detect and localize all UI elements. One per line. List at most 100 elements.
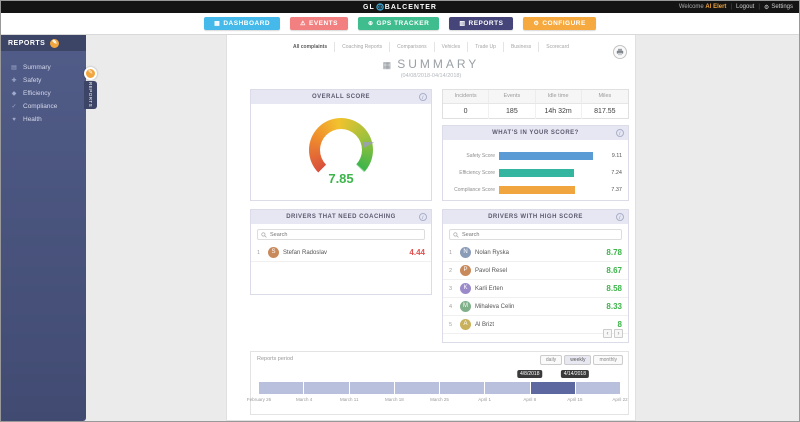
timeline-segment[interactable] <box>575 382 620 394</box>
pagination: ‹ › <box>603 329 623 338</box>
stat-value: 185 <box>489 104 536 119</box>
sidebar-item-compliance[interactable]: ✓ Compliance <box>1 100 86 113</box>
pencil-icon[interactable]: ✎ <box>50 38 60 48</box>
sidebar-item-efficiency[interactable]: ◆ Efficiency <box>1 87 86 100</box>
driver-row[interactable]: 3 K Karli Erten 8.58 <box>443 280 628 298</box>
settings-link[interactable]: ⚙ Settings <box>763 4 793 11</box>
driver-name: Karli Erten <box>475 285 504 292</box>
stat-header: Events <box>489 90 536 104</box>
info-icon[interactable]: i <box>616 129 624 137</box>
score-bar-value: 7.24 <box>611 169 622 176</box>
brand-text-right: BALCENTER <box>384 3 437 11</box>
info-icon[interactable]: i <box>419 93 427 101</box>
avatar: S <box>268 247 279 258</box>
tab-scorecard[interactable]: Scorecard <box>538 42 576 52</box>
driver-name: Mihaleva Celin <box>475 303 515 310</box>
timeline-tick: March 4 <box>295 397 313 402</box>
sidebar-items: ▤ Summary ✚ Safety ◆ Efficiency ✓ Compliance ♥ He… <box>1 61 86 126</box>
print-button[interactable] <box>613 45 627 59</box>
panel-header: DRIVERS THAT NEED COACHING i <box>251 210 431 224</box>
avatar: A <box>460 319 471 330</box>
search-icon <box>261 231 267 238</box>
coaching-search-input[interactable] <box>270 231 421 238</box>
reports-sidebar: REPORTS ✎ ▤ Summary ✚ Safety ◆ Efficiency ✓ Com… <box>1 35 86 421</box>
info-icon[interactable]: i <box>616 213 624 221</box>
range-button-daily[interactable]: daily <box>539 355 563 365</box>
score-bar-label: Efficiency Score <box>459 169 495 176</box>
pencil-badge-icon[interactable]: ✎ <box>84 67 97 80</box>
driver-row[interactable]: 2 P Pavol Resel 8.67 <box>443 262 628 280</box>
nav-button-configure[interactable]: ⚙ CONFIGURE <box>523 17 596 30</box>
timeline-tick: April 1 <box>478 397 492 402</box>
high-score-search-input[interactable] <box>462 231 618 238</box>
timeline-segment[interactable] <box>304 382 350 394</box>
brand-logo[interactable]: GL BALCENTER <box>363 1 437 13</box>
gauge-hole <box>320 129 362 171</box>
driver-row[interactable]: 1 N Nolan Ryska 8.78 <box>443 244 628 262</box>
timeline-segment[interactable] <box>349 382 395 394</box>
driver-score: 4.44 <box>409 248 425 257</box>
score-bar-value: 7.37 <box>611 186 622 193</box>
nav-button-label: DASHBOARD <box>223 20 271 27</box>
search-icon <box>453 231 459 238</box>
score-bar-row: Safety Score 9.11 <box>449 147 622 164</box>
avatar: N <box>460 247 471 258</box>
globe-icon <box>376 3 384 11</box>
divider: | <box>730 4 732 10</box>
sidebar-item-health[interactable]: ♥ Health <box>1 113 86 126</box>
prev-page-button[interactable]: ‹ <box>603 329 612 338</box>
events-icon: ⚠ <box>300 21 306 27</box>
overall-score-value: 7.85 <box>328 171 354 186</box>
driver-rank: 2 <box>449 267 453 274</box>
tab-trade-up[interactable]: Trade Up <box>467 42 503 52</box>
timeline-tick: April 22 <box>612 397 628 402</box>
driver-name: Nolan Ryska <box>475 249 510 256</box>
driver-row[interactable]: 5 A Al Brizt 8 <box>443 316 628 334</box>
gps-tracker-icon: ⊕ <box>368 21 374 27</box>
summary-icon: ▤ <box>11 65 17 71</box>
tab-all-complaints[interactable]: All complaints <box>292 44 328 50</box>
nav-button-gps-tracker[interactable]: ⊕ GPS TRACKER <box>358 17 440 30</box>
driver-score: 8.78 <box>606 248 622 257</box>
timeline-segment[interactable] <box>394 382 440 394</box>
reports-side-tab[interactable]: REPORTS <box>84 81 97 109</box>
tab-coaching-reports[interactable]: Coaching Reports <box>334 42 389 52</box>
topbar: GL BALCENTER Welcome Al Elert | Logout |… <box>1 1 799 13</box>
sidebar-title: REPORTS <box>8 39 46 47</box>
driver-score: 8 <box>617 320 622 329</box>
health-icon: ♥ <box>12 116 16 123</box>
range-button-monthly[interactable]: monthly <box>593 355 623 365</box>
tab-vehicles[interactable]: Vehicles <box>433 42 468 52</box>
sidebar-item-label: Compliance <box>23 103 58 110</box>
sidebar-item-safety[interactable]: ✚ Safety <box>1 74 86 87</box>
timeline-segment[interactable] <box>485 382 531 394</box>
safety-icon: ✚ <box>11 78 17 84</box>
avatar: K <box>460 283 471 294</box>
nav-button-reports[interactable]: ▥ REPORTS <box>449 17 514 30</box>
main-navbar: ▦ DASHBOARD ⚠ EVENTS ⊕ GPS TRACKER ▥ REPORTS ⚙ CO… <box>1 13 799 35</box>
driver-name: Stefan Radoslav <box>283 249 328 256</box>
stat-header: Miles <box>581 90 628 104</box>
driver-row[interactable]: 1 S Stefan Radoslav 4.44 <box>251 244 431 262</box>
brand-text-left: GL <box>363 3 375 11</box>
nav-button-dashboard[interactable]: ▦ DASHBOARD <box>204 17 281 30</box>
timeline-segment[interactable] <box>259 382 305 394</box>
next-page-button[interactable]: › <box>614 329 623 338</box>
timeline-tick: February 26 <box>246 397 272 402</box>
timeline-tick: April 15 <box>567 397 583 402</box>
info-icon[interactable]: i <box>419 213 427 221</box>
logout-link[interactable]: Logout <box>736 4 755 10</box>
driver-rank: 5 <box>449 321 453 328</box>
timeline-segment-selected[interactable] <box>530 382 576 394</box>
score-bar-fill <box>499 185 575 194</box>
driver-row[interactable]: 4 M Mihaleva Celin 8.33 <box>443 298 628 316</box>
tab-comparisons[interactable]: Comparisons <box>389 42 433 52</box>
nav-button-events[interactable]: ⚠ EVENTS <box>290 17 348 30</box>
content-area: All complaints Coaching Reports Comparison… <box>226 35 636 421</box>
tab-business[interactable]: Business <box>502 42 538 52</box>
sidebar-item-summary[interactable]: ▤ Summary <box>1 61 86 74</box>
timeline-segment[interactable] <box>440 382 486 394</box>
period-label: Reports period <box>257 356 294 362</box>
gear-icon: ⚙ <box>763 4 770 11</box>
range-button-weekly[interactable]: weekly <box>564 355 592 365</box>
